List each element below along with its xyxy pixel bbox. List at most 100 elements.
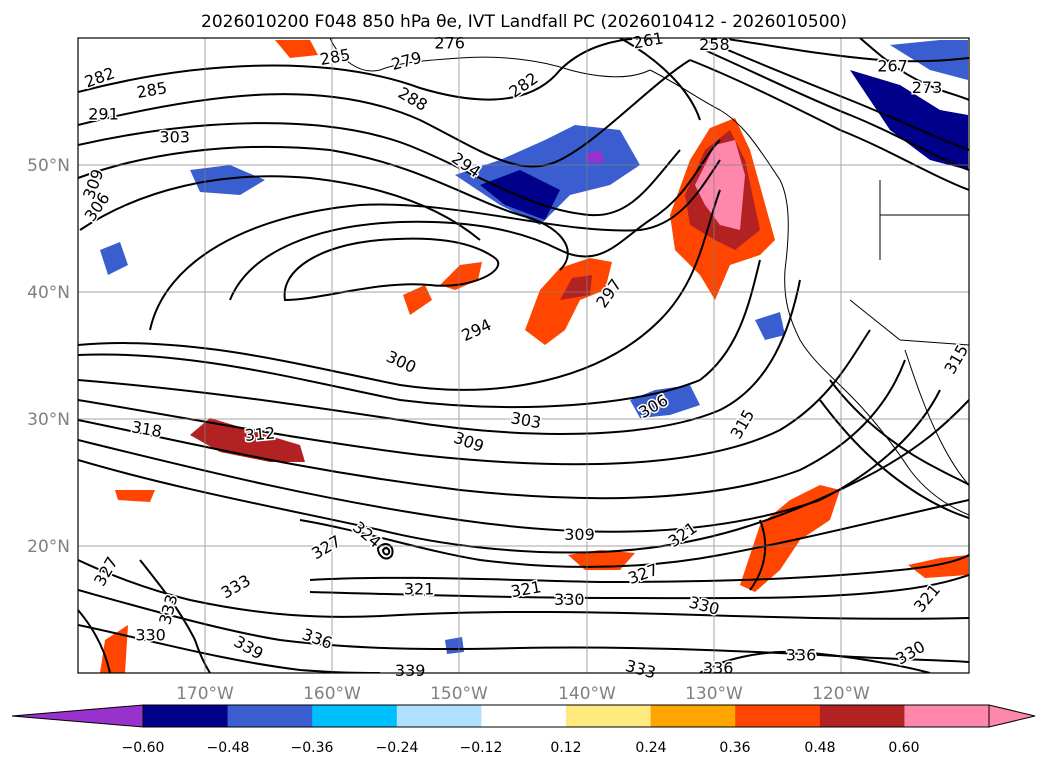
theta-e-contours — [78, 38, 969, 673]
contour-line — [78, 259, 761, 409]
figure-title: 2026010200 F048 850 hPa θe, IVT Landfall… — [201, 12, 847, 32]
shade-positive-small — [440, 262, 482, 290]
colorbar-tick: −0.24 — [376, 740, 419, 756]
contour-line — [829, 379, 969, 486]
contour-line — [78, 122, 681, 217]
contour-label: 258 — [699, 35, 730, 54]
map-frame — [77, 37, 970, 674]
contour-line-closed — [283, 237, 500, 302]
colorbar-segment — [819, 705, 905, 727]
shade-positive-subtropical — [568, 550, 635, 570]
contour-line — [78, 399, 969, 554]
contour-label: 336 — [786, 646, 817, 665]
lon-labels: 170°W 160°W 150°W 140°W 130°W 120°W — [176, 684, 870, 704]
colorbar-extend-min — [11, 704, 144, 728]
contour-line — [699, 47, 969, 171]
contour-label: 303 — [159, 128, 190, 147]
contour-label: 330 — [135, 625, 166, 644]
contour-label: 330 — [554, 590, 585, 609]
shade-positive-sw — [115, 490, 155, 502]
colorbar-extend-max — [988, 704, 1036, 728]
colorbar-segment — [143, 705, 229, 727]
contour-label: 276 — [434, 34, 465, 53]
colorbar-outline — [142, 704, 990, 728]
colorbar-segment — [396, 705, 482, 727]
shade-strong-positive-west — [190, 418, 305, 462]
colorbar-tick: 0.12 — [550, 740, 581, 756]
shade-positive-north — [275, 40, 318, 58]
colorbar-tick: −0.12 — [460, 740, 503, 756]
colorbar-tick: 0.60 — [888, 740, 919, 756]
contour-line — [78, 189, 721, 391]
contour-line — [749, 519, 767, 591]
shade-negative-mid — [630, 385, 700, 418]
contour-line — [78, 329, 871, 466]
contour-line — [719, 38, 969, 63]
contour-line — [309, 574, 969, 600]
state-borders — [849, 180, 969, 346]
lon-label-130w: 130°W — [685, 684, 743, 704]
shade-negative-coast-small — [755, 312, 785, 340]
coastline-alaska — [329, 38, 651, 78]
contour-label: 291 — [88, 105, 119, 124]
shade-negative-south — [445, 637, 464, 654]
colorbar-segment — [227, 705, 313, 727]
colorbar-segment — [735, 705, 821, 727]
colorbar-segment — [481, 705, 567, 727]
colorbar: −0.60 −0.48 −0.36 −0.24 −0.12 0.12 0.24 … — [11, 704, 1036, 756]
lon-label-140w: 140°W — [558, 684, 616, 704]
shade-strong-negative-ne — [850, 70, 968, 170]
lat-labels: 50°N 40°N 30°N 20°N — [27, 156, 70, 557]
contour-line — [619, 38, 701, 121]
contour-line — [78, 145, 569, 271]
lon-label-120w: 120°W — [812, 684, 870, 704]
contour-line — [79, 175, 481, 241]
contour-line — [689, 59, 969, 191]
shade-extreme-negative — [585, 150, 605, 163]
colorbar-tick: −0.60 — [122, 740, 165, 756]
colorbar-ticks: −0.60 −0.48 −0.36 −0.24 −0.12 0.12 0.24 … — [122, 740, 920, 756]
contour-label: 312 — [244, 423, 276, 445]
shade-strong-negative — [480, 170, 560, 220]
shade-positive-southeast — [740, 485, 840, 592]
contour-line — [78, 389, 941, 533]
contour-line — [309, 554, 969, 584]
lat-label-30n: 30°N — [27, 410, 70, 430]
lon-label-170w: 170°W — [176, 684, 234, 704]
contour-line — [78, 589, 969, 663]
colorbar-tick: 0.24 — [635, 740, 666, 756]
shade-negative-far-west — [100, 242, 128, 275]
colorbar-tick: −0.48 — [207, 740, 250, 756]
contour-line — [819, 399, 969, 519]
contour-line-closed — [376, 543, 394, 560]
baja-coast — [904, 349, 969, 486]
contour-line — [299, 499, 969, 568]
contour-label: 273 — [912, 78, 943, 97]
lat-label-20n: 20°N — [27, 537, 70, 557]
colorbar-segment — [650, 705, 736, 727]
colorbar-segment — [904, 705, 990, 727]
contour-line — [78, 38, 651, 101]
coastline-north-america — [649, 69, 969, 516]
contour-line — [859, 38, 969, 101]
contour-line — [149, 159, 721, 331]
coastlines — [329, 38, 969, 516]
contour-label: 309 — [564, 525, 595, 544]
colorbar-segments — [143, 705, 990, 727]
map-plot-area — [78, 38, 969, 673]
contour-line — [78, 279, 801, 435]
colorbar-tick: −0.36 — [291, 740, 334, 756]
contour-label: 267 — [877, 56, 908, 75]
contour-line — [229, 139, 721, 301]
contour-label: 321 — [404, 580, 435, 599]
contour-line — [78, 59, 691, 168]
contour-line — [699, 650, 931, 673]
colorbar-segment — [312, 705, 398, 727]
contour-label: 339 — [395, 661, 426, 680]
lon-label-160w: 160°W — [303, 684, 361, 704]
colorbar-tick: 0.48 — [804, 740, 835, 756]
colorbar-tick: 0.36 — [719, 740, 750, 756]
lat-label-50n: 50°N — [27, 156, 70, 176]
gridlines — [78, 38, 969, 673]
